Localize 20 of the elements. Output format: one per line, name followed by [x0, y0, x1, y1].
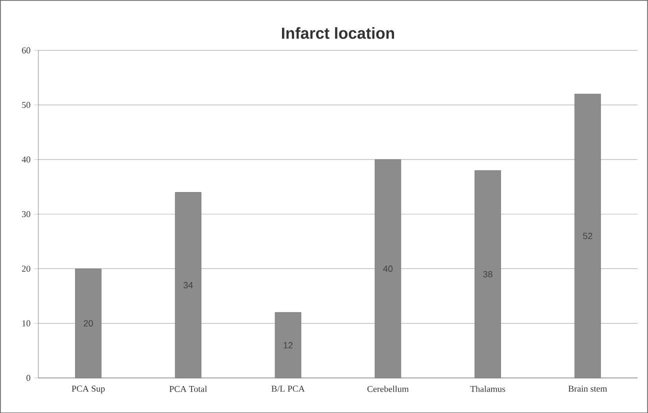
x-tick-label: PCA Total — [169, 386, 207, 392]
data-label: 40 — [383, 265, 393, 272]
data-label: 20 — [84, 320, 93, 326]
y-tick-label: 20 — [22, 266, 30, 272]
data-label: 38 — [483, 270, 492, 278]
y-tick-label: 10 — [22, 320, 30, 326]
y-tick-label: 60 — [22, 47, 30, 54]
data-label: 12 — [284, 342, 293, 348]
data-label: 34 — [184, 282, 193, 288]
data-label: 52 — [583, 232, 592, 240]
y-tick-label: 40 — [22, 156, 30, 162]
x-tick-label: Cerebellum — [367, 386, 409, 392]
y-tick-label: 0 — [26, 374, 30, 381]
x-tick-label: PCA Sup — [72, 386, 105, 394]
y-tick-label: 50 — [22, 102, 30, 108]
chart-title: Infarct location — [282, 27, 394, 39]
x-tick-label: Brain stem — [568, 386, 608, 392]
y-tick-label: 30 — [22, 210, 30, 218]
x-tick-label: B/L PCA — [272, 386, 305, 392]
x-tick-label: Thalamus — [470, 386, 506, 392]
